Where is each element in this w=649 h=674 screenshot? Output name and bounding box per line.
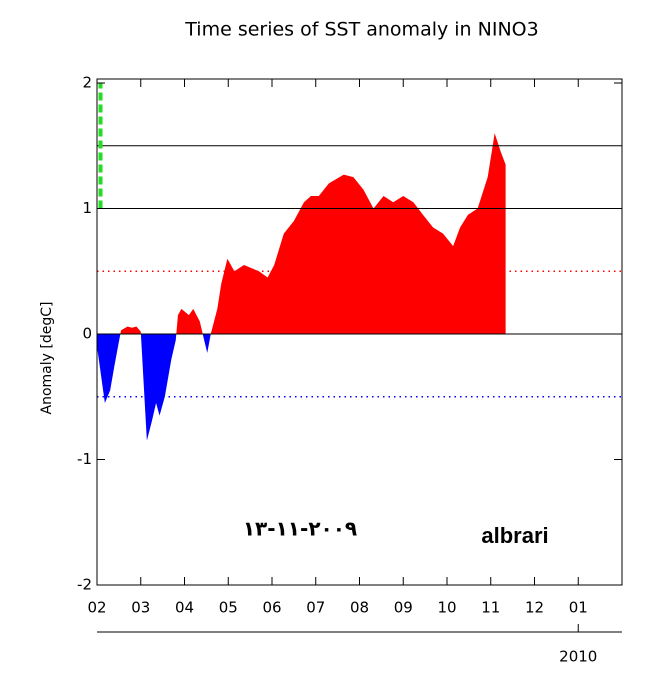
area-positive [97, 133, 506, 334]
x-tick-label: 09 [394, 599, 413, 617]
y-tick-label: -2 [77, 576, 92, 594]
x-tick-label: 02 [87, 599, 106, 617]
annotation: ٢٠٠٩-١١-١٣ [243, 517, 357, 541]
x-tick-label: 07 [306, 599, 325, 617]
x-tick-label: 10 [437, 599, 456, 617]
chart-title: Time series of SST anomaly in NINO3 [184, 19, 538, 41]
x2-tick-label: 2010 [559, 648, 597, 666]
y-tick-label: 2 [82, 74, 92, 92]
x-tick-label: 04 [175, 599, 194, 617]
x-tick-label: 05 [219, 599, 238, 617]
y-axis-label: Anomaly [degC] [39, 302, 55, 415]
x-tick-label: 12 [525, 599, 544, 617]
y-tick-label: 0 [82, 325, 92, 343]
x-tick-label: 08 [350, 599, 369, 617]
x-tick-label: 11 [481, 599, 500, 617]
x-tick-label: 06 [262, 599, 281, 617]
annotation: albrari [481, 523, 548, 548]
x-tick-label: 03 [131, 599, 150, 617]
x-tick-label: 01 [569, 599, 588, 617]
y-tick-label: -1 [77, 450, 92, 468]
y-tick-label: 1 [82, 199, 92, 217]
